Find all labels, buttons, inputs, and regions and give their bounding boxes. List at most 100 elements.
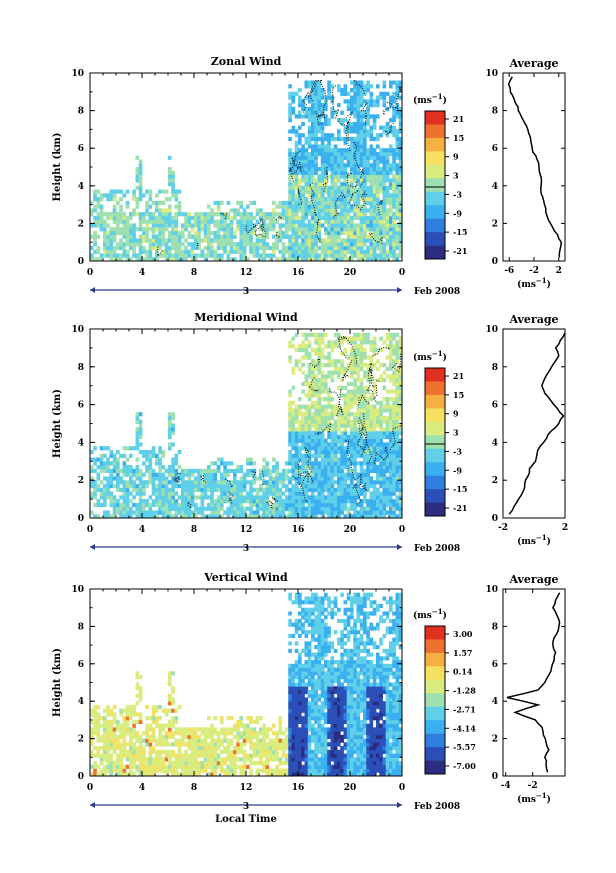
y-tick-label: 8 bbox=[78, 107, 84, 117]
heatmap-cell bbox=[158, 461, 162, 466]
heatmap-cell bbox=[398, 370, 403, 375]
heatmap-cell bbox=[324, 446, 328, 451]
heatmap-cell bbox=[148, 253, 153, 258]
heatmap-cell bbox=[392, 431, 396, 436]
heatmap-cell bbox=[155, 514, 159, 519]
heatmap-cell bbox=[197, 476, 201, 481]
heatmap-cell bbox=[174, 223, 179, 228]
heatmap-cell bbox=[161, 768, 166, 773]
heatmap-cell bbox=[236, 487, 240, 492]
colorbar-unit-label: (ms−1) bbox=[413, 349, 447, 363]
heatmap-cell bbox=[327, 461, 331, 466]
heatmap-cell bbox=[298, 223, 302, 228]
heatmap-cell bbox=[122, 742, 127, 747]
heatmap-cell bbox=[93, 257, 97, 262]
heatmap-cell bbox=[379, 249, 383, 254]
heatmap-cell bbox=[216, 204, 221, 209]
heatmap-cell bbox=[304, 159, 309, 164]
heatmap-cell bbox=[301, 197, 305, 202]
heatmap-cell bbox=[200, 487, 205, 492]
heatmap-cell bbox=[132, 480, 136, 485]
heatmap-cell bbox=[252, 468, 257, 474]
colorbar-tick-label: -3 bbox=[453, 189, 462, 199]
heatmap-cell bbox=[142, 449, 146, 455]
heatmap-cell bbox=[333, 230, 338, 236]
heatmap-cell bbox=[356, 397, 361, 402]
heatmap-cell bbox=[340, 249, 344, 254]
heatmap-cell bbox=[353, 400, 357, 405]
heatmap-cell bbox=[262, 506, 266, 511]
heatmap-cell bbox=[281, 502, 286, 508]
heatmap-cell bbox=[158, 245, 162, 251]
heatmap-cell bbox=[337, 238, 341, 243]
heatmap-cell bbox=[239, 491, 244, 496]
heatmap-cell bbox=[288, 95, 292, 100]
heatmap-cell bbox=[372, 103, 377, 108]
heatmap-cell bbox=[337, 483, 341, 489]
heatmap-cell bbox=[314, 510, 318, 515]
heatmap-cell bbox=[353, 397, 357, 402]
heatmap-cell bbox=[363, 468, 367, 474]
heatmap-cell bbox=[372, 499, 377, 504]
average-x-tick-label: -2 bbox=[498, 523, 508, 533]
heatmap-cell bbox=[138, 253, 143, 258]
heatmap-cell bbox=[223, 499, 227, 504]
colorbar-tick-label: -21 bbox=[453, 503, 467, 513]
heatmap-cell bbox=[294, 91, 299, 96]
heatmap-cell bbox=[350, 197, 354, 202]
heatmap-cell bbox=[337, 359, 341, 364]
heatmap-cell bbox=[259, 472, 263, 477]
heatmap-cell bbox=[307, 159, 312, 164]
heatmap-cell bbox=[122, 772, 127, 777]
heatmap-cell bbox=[389, 465, 393, 470]
heatmap-cell bbox=[145, 257, 149, 262]
heatmap-cell bbox=[359, 84, 364, 89]
heatmap-cell bbox=[353, 212, 357, 217]
heatmap-cell bbox=[398, 170, 403, 175]
heatmap-cell bbox=[337, 366, 341, 371]
heatmap-cell bbox=[317, 230, 322, 236]
heatmap-cell bbox=[233, 215, 237, 221]
heatmap-cell bbox=[389, 476, 393, 481]
heatmap-cell bbox=[229, 245, 234, 251]
heatmap-cell bbox=[385, 257, 390, 262]
heatmap-cell bbox=[288, 118, 292, 123]
heatmap-cell bbox=[317, 223, 322, 228]
heatmap-cell bbox=[125, 716, 130, 721]
heatmap-cell bbox=[285, 227, 289, 232]
heatmap-cell bbox=[304, 434, 309, 440]
heatmap-cell bbox=[363, 208, 367, 213]
heatmap-cell bbox=[389, 457, 393, 462]
heatmap-cell bbox=[125, 506, 130, 511]
heatmap-cell bbox=[298, 155, 302, 160]
heatmap-cell bbox=[353, 144, 357, 149]
heatmap-cell bbox=[356, 347, 361, 353]
heatmap-cell bbox=[291, 438, 296, 443]
heatmap-cell bbox=[379, 347, 383, 353]
heatmap-cell bbox=[216, 457, 221, 462]
heatmap-cell bbox=[210, 253, 214, 258]
heatmap-cell bbox=[233, 234, 237, 239]
heatmap-cell bbox=[366, 118, 370, 123]
heatmap-cell bbox=[395, 393, 400, 398]
heatmap-cell bbox=[337, 170, 341, 175]
heatmap-cell bbox=[122, 727, 127, 732]
heatmap-cell bbox=[333, 144, 338, 149]
heatmap-cell bbox=[320, 389, 325, 394]
heatmap-cell bbox=[301, 151, 305, 157]
heatmap-cell bbox=[298, 200, 302, 205]
heatmap-cell bbox=[379, 438, 383, 443]
heatmap-cell bbox=[389, 200, 393, 205]
heatmap-cell bbox=[236, 506, 240, 511]
heatmap-cell bbox=[343, 427, 348, 432]
heatmap-cell bbox=[398, 457, 403, 462]
heatmap-cell bbox=[366, 223, 370, 228]
heatmap-cell bbox=[327, 163, 331, 168]
heatmap-cell bbox=[392, 133, 396, 138]
heatmap-cell bbox=[135, 468, 140, 474]
heatmap-cell bbox=[340, 415, 344, 421]
heatmap-cell bbox=[145, 249, 149, 254]
colorbar-swatch bbox=[425, 124, 445, 139]
heatmap-cell bbox=[252, 223, 257, 228]
heatmap-cell bbox=[340, 151, 344, 157]
